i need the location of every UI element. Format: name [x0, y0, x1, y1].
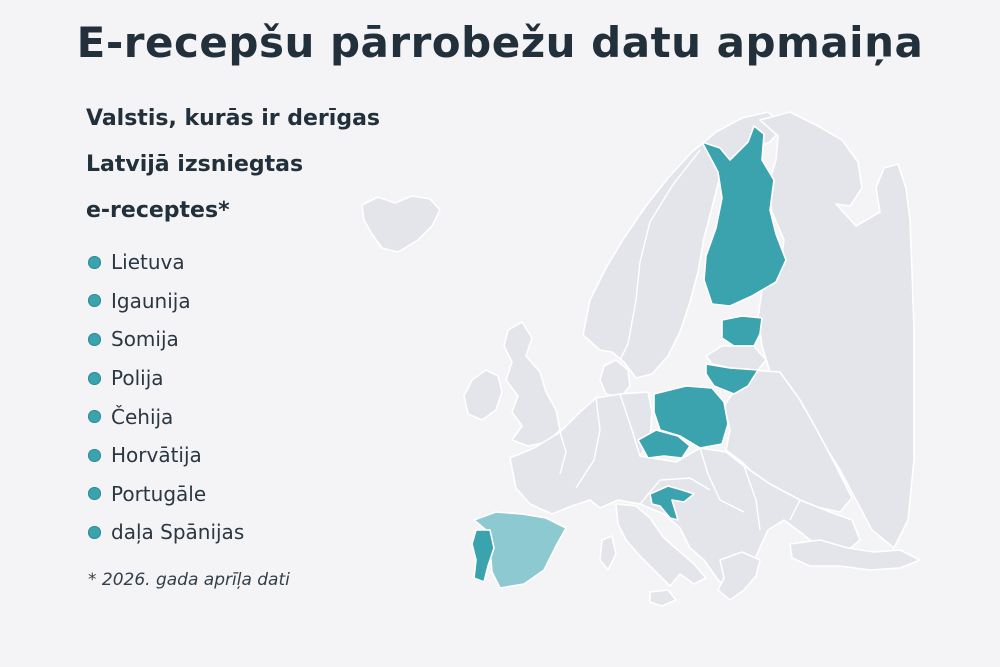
legend-item-igaunija: Igaunija	[88, 282, 244, 321]
bullet-dot-icon	[88, 448, 101, 462]
page-title: E-recepšu pārrobežu datu apmaiņa	[76, 18, 924, 67]
country-sicily	[649, 589, 677, 607]
country-finland	[701, 125, 787, 307]
country-iceland	[361, 195, 441, 253]
legend-item-spanija: daļa Spānijas	[88, 513, 244, 552]
country-ireland	[463, 369, 503, 421]
footnote: * 2026. gada aprīļa dati	[88, 570, 290, 590]
legend-item-label: Polija	[111, 366, 164, 391]
legend-heading-line-3: e-receptes*	[86, 198, 230, 223]
country-denmark	[599, 359, 631, 399]
bullet-dot-icon	[88, 487, 101, 501]
country-estonia	[721, 315, 763, 347]
legend-item-label: Lietuva	[111, 250, 185, 275]
country-italy	[615, 503, 707, 587]
legend-heading-line-2: Latvijā izsniegtas	[86, 152, 304, 177]
legend-heading: Valstis, kurās ir derīgas Latvijā izsnie…	[86, 96, 406, 234]
country-sardinia	[599, 535, 617, 571]
country-lithuania	[705, 363, 759, 395]
bullet-dot-icon	[88, 332, 101, 346]
country-portugal	[471, 529, 495, 583]
country-great-britain	[503, 321, 561, 447]
country-latvia	[705, 345, 767, 371]
bullet-dot-icon	[88, 371, 101, 385]
legend-item-label: Portugāle	[111, 481, 207, 506]
country-czechia	[637, 429, 691, 459]
legend-item-label: Igaunija	[111, 288, 191, 313]
legend-item-horvatija: Horvātija	[88, 436, 244, 475]
legend-item-lietuva: Lietuva	[88, 243, 244, 282]
legend-heading-line-1: Valstis, kurās ir derīgas	[86, 106, 381, 131]
legend-item-cehija: Čehija	[88, 397, 244, 436]
borders-central-europe	[559, 393, 801, 531]
legend-item-somija: Somija	[88, 320, 244, 359]
bullet-dot-icon	[88, 255, 101, 269]
legend-item-polija: Polija	[88, 359, 244, 398]
bullet-dot-icon	[88, 410, 101, 424]
country-legend: Lietuva Igaunija Somija Polija Čehija Ho…	[88, 243, 244, 552]
legend-item-label: Horvātija	[111, 443, 202, 468]
border-norway-sweden	[619, 149, 701, 361]
bullet-dot-icon	[88, 294, 101, 308]
bullet-dot-icon	[88, 525, 101, 539]
country-poland	[653, 385, 729, 449]
legend-item-label: Somija	[111, 327, 179, 352]
legend-item-portugale: Portugāle	[88, 475, 244, 514]
legend-item-label: daļa Spānijas	[111, 520, 245, 545]
country-greece	[717, 551, 761, 601]
country-croatia	[649, 485, 695, 521]
country-turkey	[789, 539, 921, 571]
legend-item-label: Čehija	[111, 404, 174, 429]
